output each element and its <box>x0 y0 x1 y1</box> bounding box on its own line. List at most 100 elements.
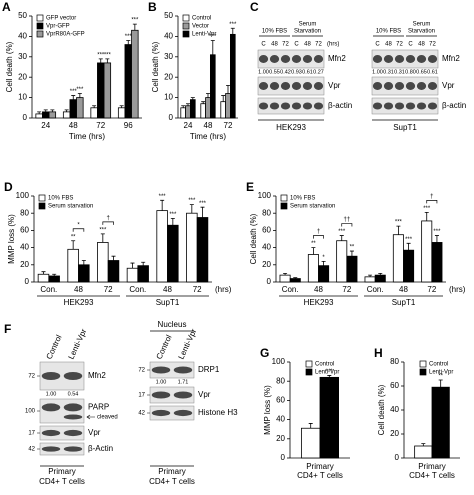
blot-band <box>269 55 280 63</box>
significance: *** <box>405 237 413 243</box>
blot-band <box>383 102 394 110</box>
bar <box>300 427 321 459</box>
y-tick-label: 0 <box>395 453 400 462</box>
quantification: 0.54 <box>68 391 79 397</box>
error-bar <box>189 204 194 214</box>
error-bar <box>64 109 69 112</box>
cell-label: CD4+ T cells <box>149 477 195 486</box>
x-tick-label: Con. <box>129 285 146 294</box>
significance: ** <box>311 241 316 247</box>
bar <box>180 107 187 119</box>
legend-swatch <box>38 202 46 210</box>
lane-label: 72 <box>282 42 289 48</box>
row-label: β-actin <box>442 101 466 110</box>
y-axis-label: Cell death (%) <box>151 41 160 92</box>
y-tick-label: 30 <box>164 52 173 61</box>
blot-band <box>313 82 324 90</box>
lane-label: 72 <box>396 42 403 48</box>
error-bar <box>406 242 411 251</box>
legend-label: Serum starvation <box>290 204 335 210</box>
blot-strip <box>257 76 325 96</box>
significance: ** <box>438 374 443 380</box>
y-tick-label: 0 <box>25 277 30 286</box>
legend-swatch <box>182 14 190 22</box>
error-bar <box>98 58 103 63</box>
x-tick-label: 96 <box>124 121 133 130</box>
y-tick-label: 40 <box>276 415 285 424</box>
error-bar <box>200 206 205 218</box>
y-tick-label: 10 <box>18 93 27 102</box>
panel-letter: D <box>4 180 13 194</box>
blot-band <box>41 429 61 437</box>
bar <box>67 248 79 283</box>
legend-label: Vector <box>192 24 209 30</box>
error-bar <box>230 27 235 35</box>
significance: *** <box>199 201 207 207</box>
y-tick-label: 60 <box>276 396 285 405</box>
blot-band <box>372 102 383 110</box>
legend-swatch <box>280 202 288 210</box>
error-bar <box>105 58 110 63</box>
blot-band <box>173 391 193 399</box>
blot-header: Nucleus <box>158 320 187 329</box>
bar <box>364 276 376 283</box>
blot-band <box>63 414 83 420</box>
bar <box>185 105 191 119</box>
lane-label: C <box>294 42 299 48</box>
quantification: 0.31 <box>383 69 394 75</box>
blot-band <box>258 102 269 110</box>
y-tick-label: 80 <box>390 357 399 366</box>
blot-band <box>416 55 427 63</box>
x-axis-label: CD4+ T cells <box>409 471 455 480</box>
row-label: Vpr <box>442 81 455 90</box>
error-bar <box>81 260 86 265</box>
bracket-label: † <box>317 229 320 235</box>
row-note: cleaved <box>97 415 118 421</box>
x-axis-label: CD4+ T cells <box>297 471 343 480</box>
error-bar <box>77 93 82 98</box>
size-marker: 72 <box>28 374 35 380</box>
error-bar <box>210 40 215 55</box>
legend-swatch <box>280 194 288 202</box>
blot-strip <box>257 49 325 69</box>
blot-band <box>151 409 171 417</box>
legend-swatch <box>36 14 44 22</box>
bar <box>126 267 139 283</box>
significance: ** <box>71 234 76 240</box>
bar <box>103 62 112 119</box>
y-tick-label: 0 <box>267 277 272 286</box>
blot-band <box>383 82 394 90</box>
error-bar <box>71 95 76 100</box>
x-tick-label: 72 <box>224 121 233 130</box>
row-label: Histone H3 <box>198 408 238 417</box>
error-bar <box>71 240 76 250</box>
row-label: Mfn2 <box>328 54 346 63</box>
lane-label: C <box>408 42 413 48</box>
panel-letter: C <box>250 0 259 14</box>
bar <box>62 111 71 119</box>
legend-label: Control <box>429 362 448 368</box>
error-bar <box>421 443 426 446</box>
lane-label: Lenti-Vpr <box>67 327 89 361</box>
error-bar <box>201 101 206 104</box>
x-tick-label: 48 <box>399 285 408 294</box>
lane-label: Lenti-Vpr <box>177 327 199 361</box>
legend-swatch <box>305 360 313 368</box>
bar <box>76 97 84 119</box>
bar <box>346 255 358 283</box>
x-tick-label: 72 <box>96 121 105 130</box>
blot-strip <box>39 398 85 424</box>
significance: *** <box>395 220 403 226</box>
significance: *** <box>188 198 196 204</box>
unit-label: (hrs) <box>215 285 232 294</box>
y-tick-label: 40 <box>262 243 271 252</box>
bar <box>186 212 198 283</box>
bar <box>225 93 231 119</box>
legend-swatch <box>38 194 46 202</box>
row-label: PARP <box>88 403 109 412</box>
blot-band <box>63 403 83 412</box>
x-tick-label: Con. <box>367 285 384 294</box>
y-tick-label: 20 <box>18 72 27 81</box>
bar <box>90 107 98 119</box>
